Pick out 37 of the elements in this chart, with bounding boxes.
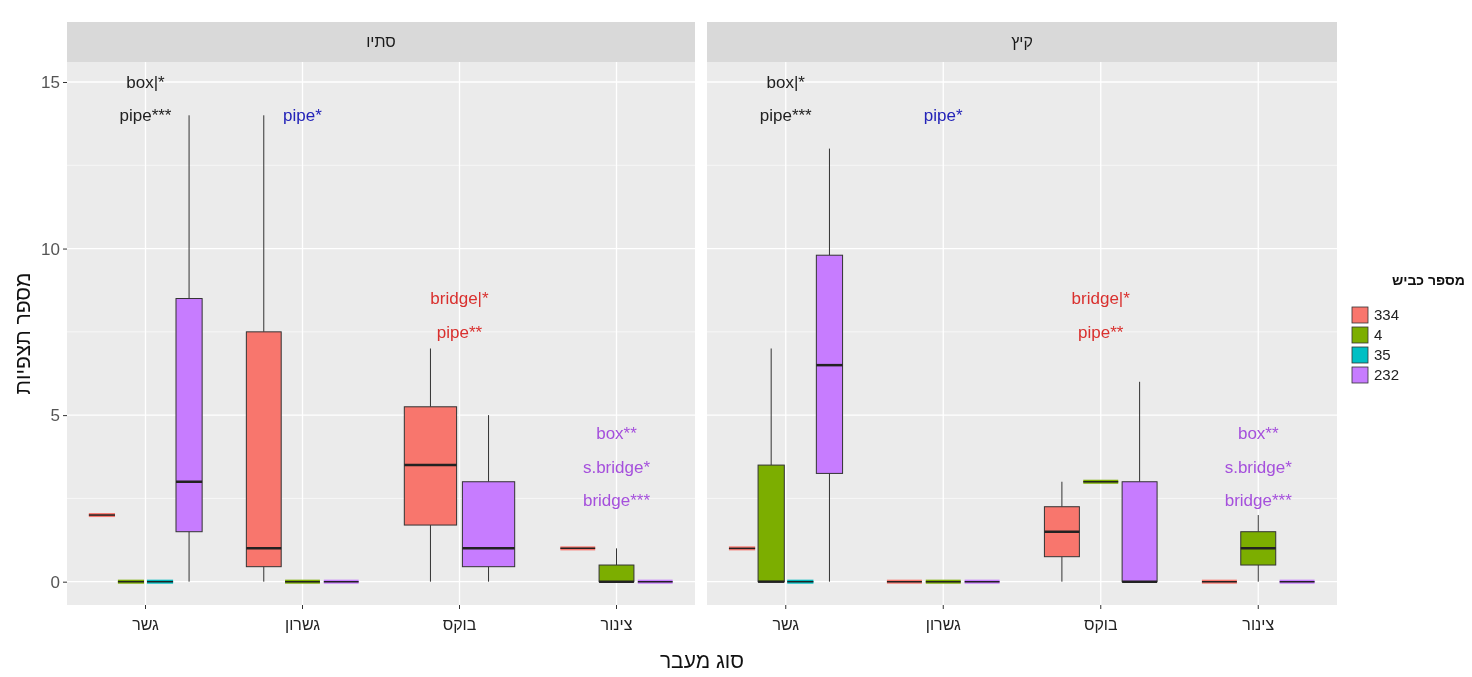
x-tick-label: גשרון xyxy=(285,615,321,633)
legend-label: 4 xyxy=(1374,326,1383,344)
annotation: box** xyxy=(1237,424,1279,444)
legend-title: מספר כביש xyxy=(1391,272,1465,288)
chart-title: סתיו xyxy=(366,33,396,50)
annotation: box|* xyxy=(766,72,806,92)
y-tick-label: 15 xyxy=(41,72,60,92)
annotation: pipe** xyxy=(1078,322,1124,342)
legend-label: 35 xyxy=(1374,346,1391,364)
y-tick-label: 10 xyxy=(41,239,60,259)
x-tick-label: גשר xyxy=(772,615,800,633)
legend-label: 232 xyxy=(1374,366,1400,384)
legend-label: 334 xyxy=(1374,306,1400,324)
y-tick-label: 5 xyxy=(50,406,60,426)
annotation: bridge*** xyxy=(1224,491,1293,511)
annotation: s.bridge* xyxy=(582,457,651,477)
annotation: pipe** xyxy=(436,322,483,342)
annotation: pipe*** xyxy=(759,106,813,126)
x-tick-label: בוקס xyxy=(442,615,477,633)
annotation: bridge|* xyxy=(430,289,490,309)
x-tick-label: גשר xyxy=(132,615,160,633)
annotation: box** xyxy=(596,424,638,444)
y-tick-label: 0 xyxy=(50,572,60,592)
x-tick-label: בוקס xyxy=(1083,615,1119,633)
x-tick-label: צינור xyxy=(1242,615,1275,633)
y-axis-title: מספר תצפיות xyxy=(11,272,34,395)
annotation: bridge*** xyxy=(582,491,651,511)
annotation: pipe* xyxy=(283,106,323,126)
annotation: box|* xyxy=(126,72,166,92)
x-tick-label: צינור xyxy=(600,615,633,633)
annotation: pipe* xyxy=(923,106,964,126)
annotation: bridge|* xyxy=(1071,289,1131,309)
chart-title: קיץ xyxy=(1011,33,1033,50)
annotation: s.bridge* xyxy=(1224,457,1293,477)
x-tick-label: גשרון xyxy=(925,615,961,633)
x-axis-title: סוג מעבר xyxy=(659,649,745,672)
annotation: pipe*** xyxy=(119,106,172,126)
